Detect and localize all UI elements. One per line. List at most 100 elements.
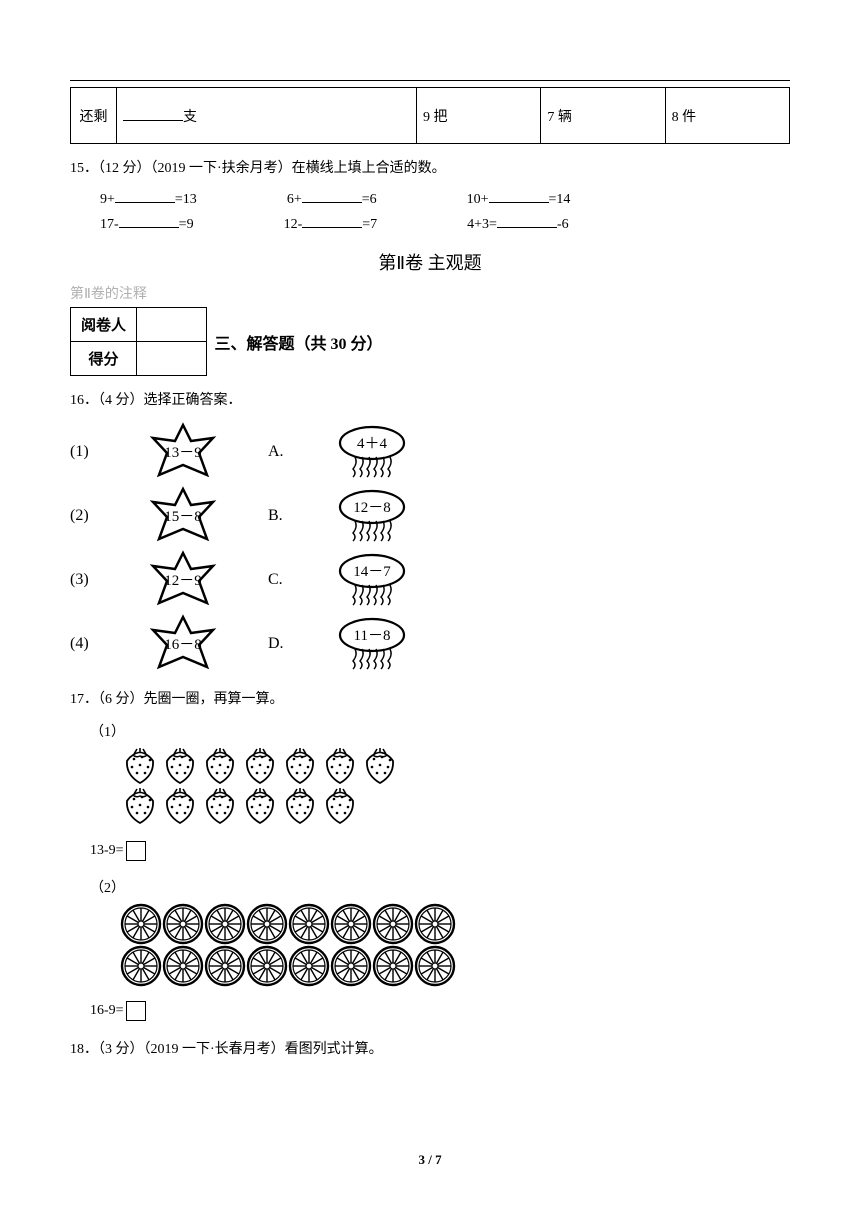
- q17-part1-image: [120, 747, 790, 827]
- strawberry-icon: [320, 747, 360, 787]
- option-letter: D.: [268, 635, 292, 653]
- q16-prefix: 16．（4 分）选择正确答案．: [70, 388, 790, 413]
- top-table: 还剩 支 9 把 7 辆 8 件: [70, 87, 790, 144]
- strawberry-icon: [360, 747, 400, 787]
- q17-part1-label: （1）: [90, 721, 790, 741]
- jellyfish-icon: 14－7: [333, 551, 411, 609]
- page-footer: 3 / 7: [0, 1152, 860, 1168]
- svg-text:13－9: 13－9: [164, 445, 202, 461]
- strawberry-icon: [200, 787, 240, 827]
- orange-slice-icon: [414, 903, 456, 945]
- orange-slice-icon: [162, 945, 204, 987]
- match-row: (4) 16－8 D. 11－8: [70, 613, 790, 675]
- reviewer-label: 阅卷人: [71, 308, 137, 342]
- svg-text:14－7: 14－7: [353, 564, 391, 580]
- jellyfish-icon: 11－8: [333, 615, 411, 673]
- q15-row-1: 9+ =13 6+=6 10+=14: [100, 189, 790, 208]
- expr-part: -6: [557, 217, 569, 232]
- expr-part: 9+: [100, 192, 115, 207]
- cell-value: 9 把: [417, 88, 541, 144]
- cell-value: 7 辆: [541, 88, 665, 144]
- left-number: (3): [70, 571, 98, 589]
- q17-part2-image: [120, 903, 790, 987]
- expr-part: 12-: [284, 217, 303, 232]
- expr-part: =13: [175, 192, 197, 207]
- svg-text:12－8: 12－8: [353, 500, 391, 516]
- blank-line[interactable]: [115, 189, 175, 203]
- option-letter: B.: [268, 507, 292, 525]
- section-ii-title: 第Ⅱ卷 主观题: [70, 249, 790, 275]
- strawberry-icon: [120, 787, 160, 827]
- blank-line[interactable]: [489, 189, 549, 203]
- blank-line[interactable]: [302, 189, 362, 203]
- reviewer-blank[interactable]: [137, 308, 207, 342]
- svg-text:11－8: 11－8: [354, 628, 391, 644]
- cell-value: 8 件: [665, 88, 789, 144]
- orange-slice-icon: [372, 945, 414, 987]
- expr-part: =7: [362, 217, 377, 232]
- expr-part: 17-: [100, 217, 119, 232]
- left-number: (1): [70, 443, 98, 461]
- q16-match-block: (1) 13－9 A. 4＋4 (2) 15－8 B. 12－8 (3) 12－…: [70, 421, 790, 675]
- svg-text:12－9: 12－9: [164, 573, 202, 589]
- section-heading: 三、解答题（共 30 分）: [215, 330, 383, 354]
- orange-slice-icon: [288, 903, 330, 945]
- strawberry-icon: [160, 787, 200, 827]
- q17-part2-label: （2）: [90, 877, 790, 897]
- star-icon: 12－9: [141, 549, 225, 611]
- fill-item: 12- =7: [284, 214, 378, 233]
- table-row: 还剩 支 9 把 7 辆 8 件: [71, 88, 790, 144]
- q17-part1-eq: 13-9=: [90, 841, 790, 861]
- star-icon: 13－9: [141, 421, 225, 483]
- blank-line[interactable]: [119, 214, 179, 228]
- fill-item: 17-=9: [100, 214, 194, 233]
- table-row: 得分: [71, 342, 207, 376]
- eq-text: 13-9=: [90, 843, 124, 858]
- score-blank[interactable]: [137, 342, 207, 376]
- option-letter: A.: [268, 443, 292, 461]
- eq-text: 16-9=: [90, 1003, 124, 1018]
- expr-part: 4+3=: [467, 217, 497, 232]
- q15-row-2: 17-=9 12- =7 4+3= -6: [100, 214, 790, 233]
- score-label: 得分: [71, 342, 137, 376]
- star-icon: 16－8: [141, 613, 225, 675]
- strawberry-icon: [160, 747, 200, 787]
- answer-box[interactable]: [126, 1001, 146, 1021]
- answer-box[interactable]: [126, 841, 146, 861]
- section-ii-note: 第Ⅱ卷的注释: [70, 283, 790, 303]
- strawberry-icon: [280, 787, 320, 827]
- orange-slice-icon: [330, 903, 372, 945]
- fill-item: 10+=14: [467, 189, 571, 208]
- option-letter: C.: [268, 571, 292, 589]
- orange-slice-icon: [204, 903, 246, 945]
- expr-part: =14: [549, 192, 571, 207]
- score-heading-row: 阅卷人 得分 三、解答题（共 30 分）: [70, 307, 790, 376]
- blank-line[interactable]: [302, 214, 362, 228]
- match-row: (1) 13－9 A. 4＋4: [70, 421, 790, 483]
- page-total: 7: [435, 1152, 442, 1167]
- cell-label: 还剩: [71, 88, 117, 144]
- orange-slice-icon: [246, 945, 288, 987]
- fill-item: 6+=6: [287, 189, 377, 208]
- orange-slice-icon: [330, 945, 372, 987]
- top-rule: [70, 80, 790, 81]
- q17-prefix: 17．（6 分）先圈一圈，再算一算。: [70, 687, 790, 712]
- jellyfish-icon: 12－8: [333, 487, 411, 545]
- page-container: 还剩 支 9 把 7 辆 8 件 15．（12 分）（2019 一下·扶余月考）…: [0, 0, 860, 1062]
- fill-item: 9+ =13: [100, 189, 197, 208]
- blank-line[interactable]: [123, 107, 183, 121]
- strawberry-icon: [280, 747, 320, 787]
- blank-line[interactable]: [497, 214, 557, 228]
- q17-part2-eq: 16-9=: [90, 1001, 790, 1021]
- q18-prefix: 18．（3 分）（2019 一下·长春月考）看图列式计算。: [70, 1037, 790, 1062]
- svg-text:15－8: 15－8: [164, 509, 202, 525]
- page-number: 3: [418, 1152, 425, 1167]
- star-icon: 15－8: [141, 485, 225, 547]
- svg-text:4＋4: 4＋4: [357, 436, 388, 452]
- score-table: 阅卷人 得分: [70, 307, 207, 376]
- orange-slice-icon: [246, 903, 288, 945]
- orange-slice-icon: [372, 903, 414, 945]
- fill-item: 4+3= -6: [467, 214, 568, 233]
- orange-slice-icon: [162, 903, 204, 945]
- orange-slice-icon: [288, 945, 330, 987]
